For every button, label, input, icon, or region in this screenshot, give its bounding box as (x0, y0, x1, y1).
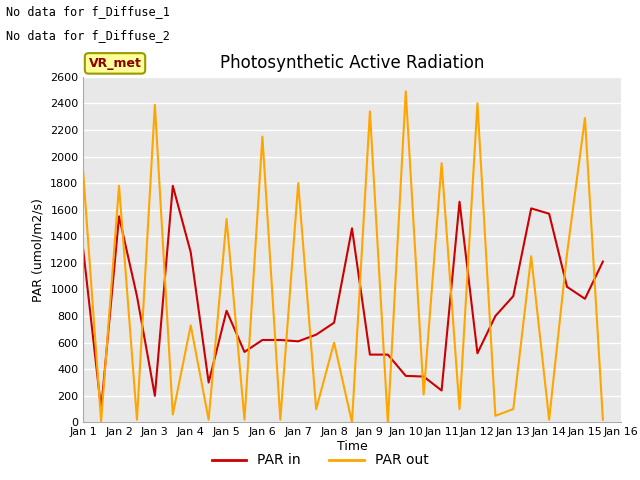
Y-axis label: PAR (umol/m2/s): PAR (umol/m2/s) (31, 198, 45, 301)
Legend: PAR in, PAR out: PAR in, PAR out (206, 448, 434, 473)
X-axis label: Time: Time (337, 440, 367, 453)
Text: No data for f_Diffuse_1: No data for f_Diffuse_1 (6, 5, 170, 18)
Title: Photosynthetic Active Radiation: Photosynthetic Active Radiation (220, 54, 484, 72)
Text: No data for f_Diffuse_2: No data for f_Diffuse_2 (6, 29, 170, 42)
Text: VR_met: VR_met (88, 57, 141, 70)
